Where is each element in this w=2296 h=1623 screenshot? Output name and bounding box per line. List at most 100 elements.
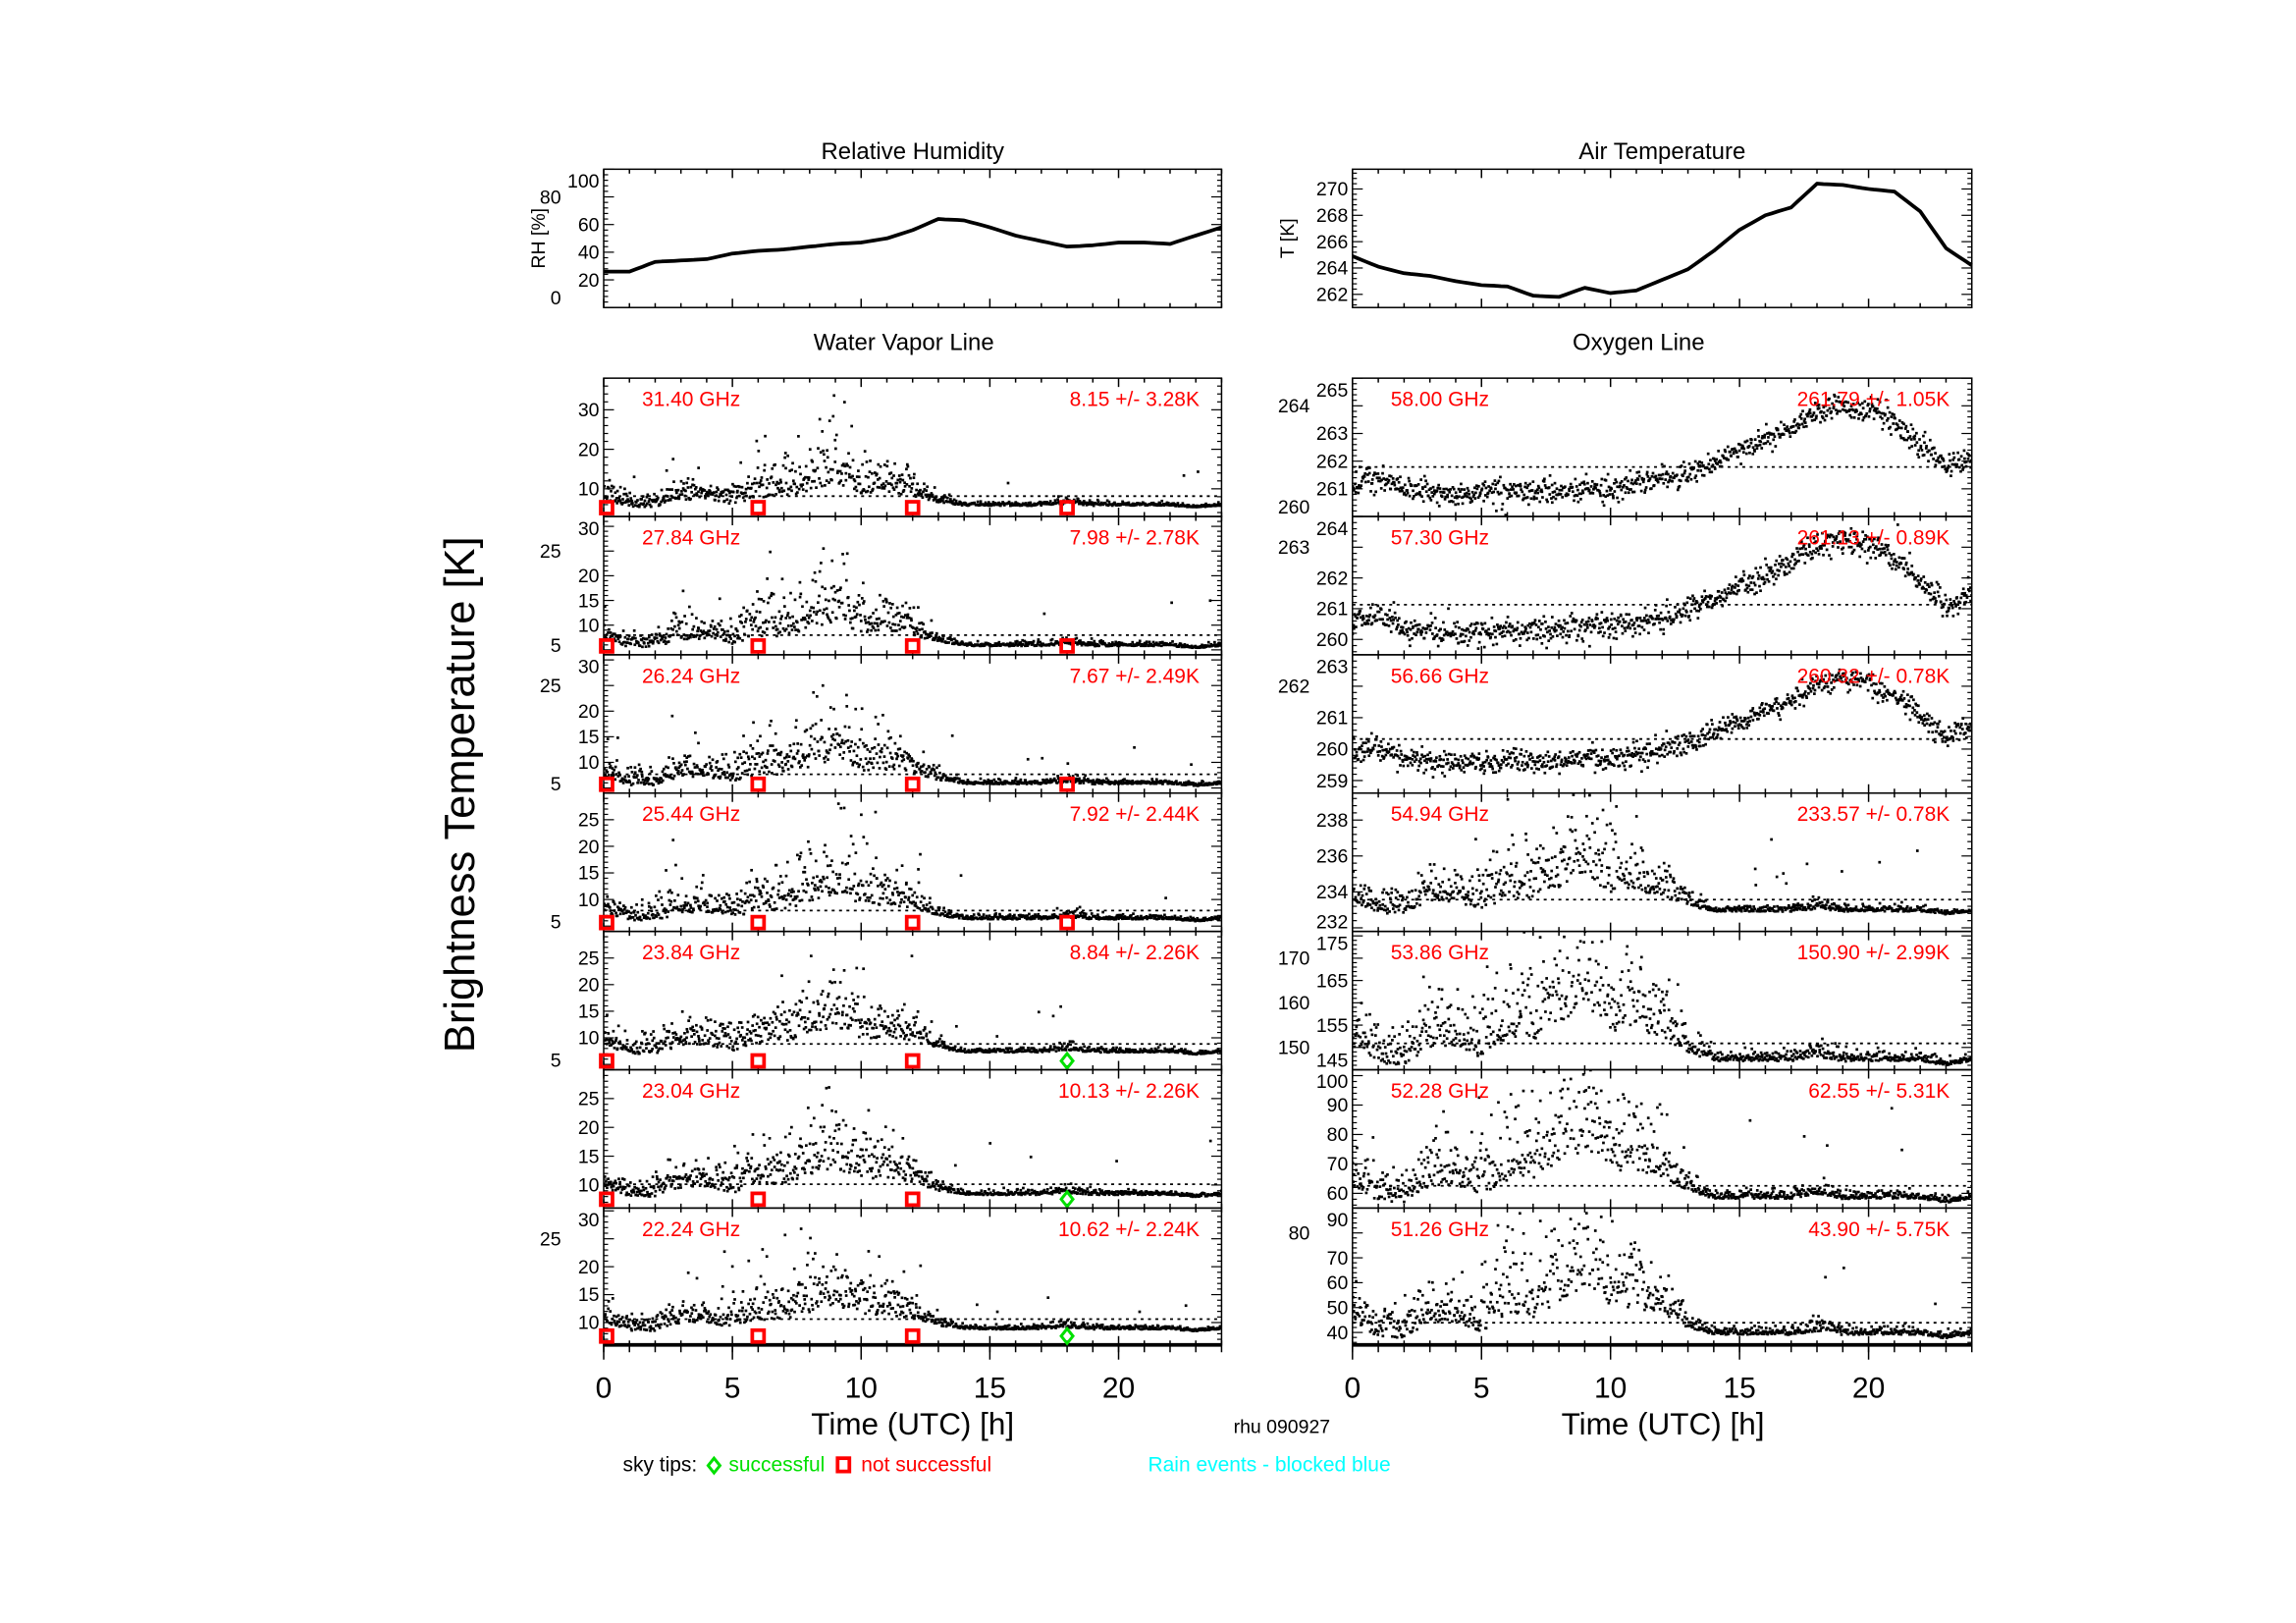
data-point <box>878 486 881 489</box>
data-point <box>686 767 689 771</box>
data-point <box>991 501 995 504</box>
data-point <box>989 916 993 919</box>
data-point <box>1159 781 1163 784</box>
data-point <box>679 771 683 775</box>
data-point <box>648 1051 652 1054</box>
data-point <box>747 475 750 478</box>
data-point <box>775 773 778 777</box>
data-point <box>912 759 915 763</box>
data-point <box>817 896 821 899</box>
data-point <box>660 488 664 492</box>
data-point <box>664 636 667 639</box>
data-point <box>653 916 656 920</box>
data-point <box>896 754 899 758</box>
data-point <box>858 896 862 899</box>
data-point <box>916 906 920 909</box>
data-point <box>1127 917 1131 920</box>
data-points <box>604 802 1222 923</box>
data-point <box>884 895 888 899</box>
data-point <box>746 895 750 899</box>
data-point <box>624 644 627 648</box>
data-point <box>708 755 711 759</box>
data-point <box>775 1017 778 1021</box>
data-point <box>751 603 755 606</box>
data-point <box>619 779 623 783</box>
data-point <box>661 779 665 783</box>
data-point <box>771 616 774 620</box>
data-point <box>717 769 720 773</box>
data-point <box>662 1042 666 1046</box>
data-point <box>723 1031 727 1035</box>
data-point <box>717 909 721 912</box>
data-point <box>1192 504 1196 507</box>
data-point <box>847 472 851 476</box>
data-point <box>957 916 961 920</box>
data-point <box>773 900 776 904</box>
data-point <box>1084 912 1088 916</box>
data-point <box>607 487 611 490</box>
data-point <box>767 749 770 752</box>
data-point <box>797 487 801 491</box>
data-point <box>711 493 715 496</box>
data-point <box>662 767 666 771</box>
data-point <box>821 585 825 589</box>
data-point <box>939 1034 943 1038</box>
data-point <box>758 770 762 774</box>
data-point <box>976 639 980 643</box>
data-point <box>918 628 922 631</box>
data-point <box>706 1018 710 1022</box>
data-point <box>966 914 969 918</box>
data-point <box>846 738 850 742</box>
data-point <box>854 1018 858 1022</box>
data-point <box>1037 638 1041 641</box>
data-point <box>1085 503 1089 507</box>
data-point <box>789 749 793 753</box>
data-point <box>638 1052 641 1055</box>
data-point <box>672 611 675 615</box>
data-point <box>642 1050 646 1054</box>
data-point <box>1151 914 1155 917</box>
data-point <box>872 626 876 629</box>
data-point <box>692 483 696 487</box>
data-point <box>838 745 842 749</box>
data-point <box>941 637 945 640</box>
data-point <box>764 495 768 499</box>
data-point <box>831 732 835 736</box>
data-point <box>854 615 858 619</box>
data-point <box>606 770 610 774</box>
y-tick-label: 10 <box>578 1028 600 1050</box>
data-point <box>816 886 820 890</box>
data-point <box>719 777 721 780</box>
data-point <box>761 884 765 888</box>
data-point <box>785 1039 789 1042</box>
data-point <box>642 781 645 784</box>
data-point <box>995 503 999 507</box>
data-point <box>879 883 882 887</box>
data-point <box>943 1045 947 1049</box>
data-point <box>998 778 1002 782</box>
data-point <box>747 900 751 904</box>
data-point <box>774 616 777 620</box>
data-point <box>870 762 874 765</box>
data-point <box>822 611 825 615</box>
data-point <box>661 1047 664 1051</box>
data-point <box>780 974 783 978</box>
data-point <box>842 969 846 972</box>
data-point <box>803 1020 807 1024</box>
data-point <box>691 1025 695 1029</box>
data-point <box>628 781 632 784</box>
data-point <box>794 904 798 907</box>
data-point <box>868 1018 871 1022</box>
sky-tip-failed-marker <box>904 500 921 515</box>
data-point <box>847 726 851 730</box>
data-point <box>907 898 910 901</box>
data-point <box>724 902 728 906</box>
data-point <box>683 615 686 618</box>
data-point <box>890 1013 894 1017</box>
data-point <box>668 1042 672 1046</box>
data-point <box>870 628 873 632</box>
data-point <box>902 488 906 492</box>
data-point <box>961 914 964 918</box>
data-point <box>930 1020 934 1023</box>
data-point <box>834 873 838 876</box>
